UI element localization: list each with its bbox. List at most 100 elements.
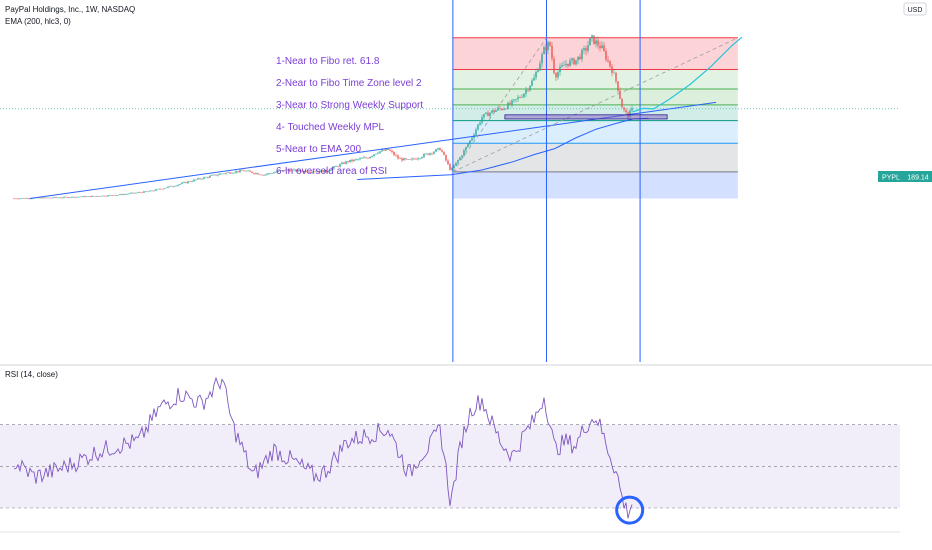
price-candle xyxy=(83,196,85,198)
price-candle xyxy=(113,195,115,197)
price-candle xyxy=(371,156,373,157)
price-candle xyxy=(181,182,183,184)
price-candle xyxy=(353,159,355,162)
price-candle xyxy=(163,188,165,190)
price-candle xyxy=(555,73,557,78)
price-candle xyxy=(447,160,449,165)
price-candle xyxy=(419,158,421,159)
price-candles xyxy=(13,34,633,200)
price-candle xyxy=(255,173,257,174)
price-candle xyxy=(179,183,181,185)
price-candle xyxy=(487,112,489,117)
price-candle xyxy=(385,148,387,151)
price-candle xyxy=(325,170,327,172)
price-candle xyxy=(213,174,215,176)
price-candle xyxy=(397,155,399,159)
price-candle xyxy=(349,159,351,163)
price-candle xyxy=(89,196,91,197)
ema-200-line xyxy=(357,117,649,181)
price-candle xyxy=(69,197,71,199)
price-candle xyxy=(267,173,269,175)
currency-badge[interactable] xyxy=(903,2,927,16)
price-candle xyxy=(519,97,521,98)
price-candle xyxy=(275,171,277,173)
price-candle xyxy=(547,42,549,51)
price-candle xyxy=(513,99,515,101)
price-candle xyxy=(15,198,17,200)
overlay-lines xyxy=(29,36,743,199)
price-candle xyxy=(95,196,97,197)
currency-label: USD xyxy=(908,7,923,14)
price-candle xyxy=(209,175,211,178)
price-candle xyxy=(75,196,77,198)
price-candle xyxy=(249,170,251,172)
price-candle xyxy=(171,186,173,187)
price-candle xyxy=(189,181,191,183)
price-candle xyxy=(243,170,245,172)
price-candle xyxy=(601,45,603,49)
price-candle xyxy=(367,157,369,159)
price-candle xyxy=(67,197,69,198)
price-candle xyxy=(607,59,609,61)
price-candle xyxy=(381,149,383,152)
price-candle xyxy=(561,65,563,67)
price-candle xyxy=(609,60,611,67)
price-candle xyxy=(185,182,187,184)
price-candle xyxy=(131,192,133,194)
price-candle xyxy=(159,188,161,190)
symbol-tag xyxy=(878,171,905,182)
price-candle xyxy=(199,178,201,179)
price-candle xyxy=(403,158,405,161)
price-candle xyxy=(91,195,93,197)
annotation-1: 1-Near to Fibo ret. 61.8 xyxy=(276,56,380,67)
price-candle xyxy=(443,151,445,156)
price-candle xyxy=(327,171,329,172)
price-candle xyxy=(223,173,225,175)
price-candle xyxy=(155,189,157,191)
price-candle xyxy=(93,195,95,197)
price-candle xyxy=(139,192,141,193)
price-candle xyxy=(445,155,447,161)
price-candle xyxy=(227,172,229,173)
price-candle xyxy=(31,198,33,200)
price-candle xyxy=(25,198,27,199)
last-price-tag xyxy=(905,171,932,182)
price-candle xyxy=(219,173,221,175)
price-candle xyxy=(585,48,587,51)
price-candle xyxy=(393,152,395,156)
price-candle xyxy=(77,196,79,198)
price-candle xyxy=(603,45,605,51)
price-candle xyxy=(261,174,263,176)
price-candle xyxy=(581,49,583,60)
price-candle xyxy=(557,72,559,78)
price-candle xyxy=(465,146,467,151)
price-candle xyxy=(531,80,533,86)
axes xyxy=(0,364,932,533)
price-candle xyxy=(27,198,29,199)
price-candle xyxy=(101,195,103,197)
price-candle xyxy=(533,77,535,81)
price-candle xyxy=(505,108,507,110)
last-price-value: 189.14 xyxy=(907,175,929,182)
price-candle xyxy=(303,170,305,172)
price-candle xyxy=(41,197,43,199)
price-candle xyxy=(197,178,199,180)
price-candle xyxy=(577,56,579,61)
price-candle xyxy=(551,45,553,59)
price-candle xyxy=(111,195,113,196)
price-candle xyxy=(127,193,129,195)
price-candle xyxy=(217,174,219,176)
price-candle xyxy=(515,99,517,100)
price-candle xyxy=(247,170,249,172)
price-candle xyxy=(517,97,519,100)
ema-legend: EMA (200, hlc3, 0) xyxy=(5,17,71,26)
fibonacci-retracement xyxy=(452,0,738,362)
price-candle xyxy=(273,172,275,174)
price-candle xyxy=(375,153,377,155)
price-candle xyxy=(119,194,121,196)
price-candle xyxy=(65,196,67,198)
price-candle xyxy=(143,191,145,193)
price-candle xyxy=(521,97,523,98)
price-candle xyxy=(45,197,47,199)
price-candle xyxy=(329,170,331,172)
